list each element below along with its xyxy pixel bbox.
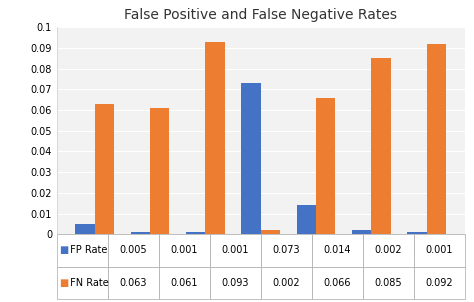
Bar [131,232,150,234]
Bar [241,83,261,234]
Bar [297,205,316,234]
Bar [261,230,280,234]
Title: False Positive and False Negative Rates: False Positive and False Negative Rates [124,8,397,22]
Bar [371,58,391,234]
Bar [95,104,114,234]
Bar [316,98,336,234]
Bar [407,232,427,234]
Bar [186,232,205,234]
Bar [352,230,371,234]
Text: ■: ■ [59,246,68,255]
Bar [150,108,169,234]
Text: FN Rate: FN Rate [67,278,109,288]
Bar [75,224,95,234]
Bar [205,42,225,234]
Text: ■: ■ [59,278,68,288]
Bar [427,44,446,234]
Text: FP Rate: FP Rate [67,246,108,255]
